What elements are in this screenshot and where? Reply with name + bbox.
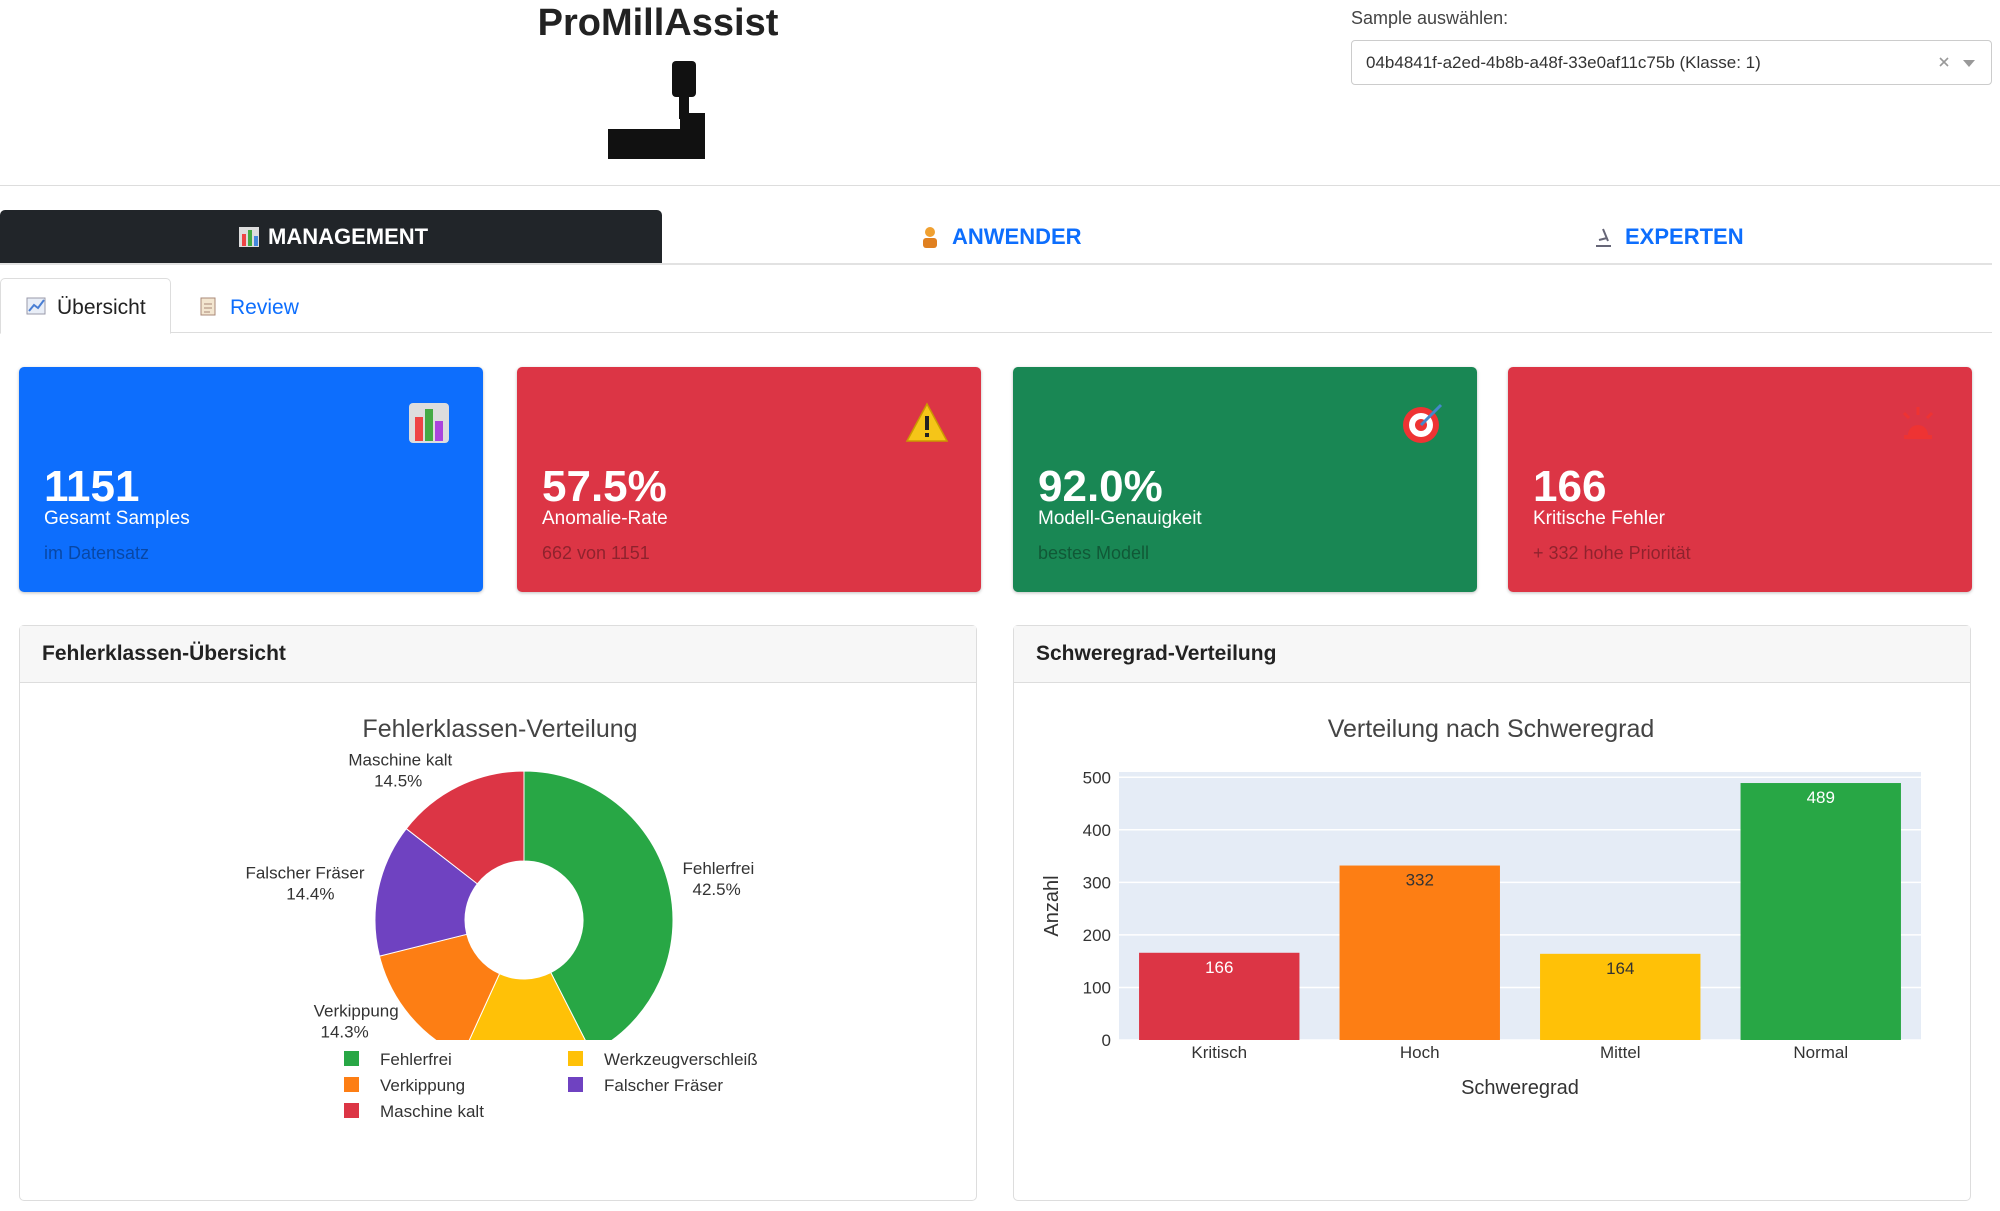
- subtab-label[interactable]: Übersicht: [57, 296, 146, 319]
- tab-icon: [239, 227, 259, 247]
- tab-underline: [0, 263, 1992, 265]
- chart-title: Verteilung nach Schweregrad: [1328, 715, 1655, 743]
- select-value: 04b4841f-a2ed-4b8b-a48f-33e0af11c75b (Kl…: [1366, 53, 1761, 72]
- kpi-label: Modell-Genauigkeit: [1038, 508, 1202, 529]
- kpi-card: 1151 Gesamt Samples im Datensatz: [19, 367, 483, 592]
- divider: [0, 185, 2000, 186]
- app-title: ProMillAssist: [537, 2, 779, 44]
- y-tick-label: 400: [1083, 821, 1111, 840]
- legend-label: Fehlerfrei: [380, 1050, 452, 1069]
- kpi-icon: [1403, 403, 1443, 443]
- legend-swatch: [568, 1077, 583, 1092]
- pie-label-value: 14.3%: [321, 1022, 369, 1041]
- kpi-value: 92.0%: [1038, 462, 1163, 511]
- kpi-note: 662 von 1151: [542, 543, 650, 563]
- bar-value-label: 166: [1205, 958, 1233, 977]
- tab-label[interactable]: EXPERTEN: [1625, 224, 1744, 249]
- x-tick-label: Kritisch: [1191, 1043, 1247, 1062]
- pie-slice: [523, 770, 674, 1040]
- bar-value-label: 332: [1406, 871, 1434, 890]
- kpi-label: Anomalie-Rate: [542, 508, 668, 529]
- pie-label-value: 14.4%: [286, 884, 334, 903]
- kpi-card: 166 Kritische Fehler + 332 hohe Prioritä…: [1508, 367, 1972, 592]
- legend-label: Maschine kalt: [380, 1102, 484, 1121]
- pie-label-name: Fehlerfrei: [682, 859, 754, 878]
- select-controls: [1939, 57, 1975, 67]
- subtab-active[interactable]: [0, 278, 171, 334]
- kpi-note: im Datensatz: [44, 543, 150, 563]
- kpi-icon: [409, 403, 449, 443]
- pie-label-value: 14.5%: [374, 772, 422, 791]
- kpi-value: 1151: [44, 462, 140, 511]
- subtab-label[interactable]: Review: [230, 296, 299, 319]
- y-tick-label: 500: [1083, 768, 1111, 787]
- x-axis-title: Schweregrad: [1461, 1077, 1579, 1099]
- sample-select[interactable]: 04b4841f-a2ed-4b8b-a48f-33e0af11c75b (Kl…: [1351, 40, 1992, 85]
- chart-title: Fehlerklassen-Verteilung: [362, 715, 637, 743]
- legend-swatch: [344, 1103, 359, 1118]
- kpi-card: 57.5% Anomalie-Rate 662 von 1151: [517, 367, 981, 592]
- tab-icon: [923, 227, 937, 248]
- bar: [1540, 953, 1701, 1040]
- legend-swatch: [568, 1051, 583, 1066]
- legend-swatch: [344, 1051, 359, 1066]
- kpi-label: Kritische Fehler: [1533, 508, 1665, 529]
- kpi-card: 92.0% Modell-Genauigkeit bestes Modell: [1013, 367, 1477, 592]
- kpi-value: 166: [1533, 462, 1607, 511]
- kpi-icon: [1902, 407, 1934, 439]
- y-tick-label: 200: [1083, 926, 1111, 945]
- pie-slice: [374, 827, 479, 957]
- bar: [1339, 865, 1500, 1040]
- tab-management[interactable]: [0, 210, 662, 264]
- tab-label[interactable]: MANAGEMENT: [268, 224, 429, 249]
- pie-label-name: Maschine kalt: [348, 751, 452, 770]
- pie-label-name: Verkippung: [314, 1001, 399, 1020]
- x-tick-label: Normal: [1793, 1043, 1848, 1062]
- tab-label[interactable]: ANWENDER: [952, 224, 1082, 249]
- panel: Fehlerklassen-Übersicht: [19, 625, 977, 1201]
- legend-label: Verkippung: [380, 1076, 465, 1095]
- y-tick-label: 100: [1083, 978, 1111, 997]
- bar: [1740, 783, 1901, 1040]
- y-tick-label: 300: [1083, 873, 1111, 892]
- kpi-icon: [905, 402, 949, 442]
- kpi-note: bestes Modell: [1038, 543, 1150, 563]
- legend-label: Werkzeugverschleiß: [604, 1050, 758, 1069]
- pie-slice: [468, 971, 586, 1040]
- subtab-underline: [171, 332, 1992, 333]
- pie-label-name: Falscher Fräser: [245, 863, 364, 882]
- bar-value-label: 489: [1807, 788, 1835, 807]
- legend-label: Falscher Fräser: [604, 1076, 723, 1095]
- bar: [1139, 952, 1300, 1040]
- select-label: Sample auswählen:: [1351, 8, 1509, 28]
- pie-slice: [378, 933, 501, 1040]
- kpi-label: Gesamt Samples: [44, 508, 190, 529]
- tab-icon: [1596, 228, 1611, 247]
- panel-title: Fehlerklassen-Übersicht: [20, 626, 976, 683]
- legend-swatch: [344, 1077, 359, 1092]
- panel-title: Schweregrad-Verteilung: [1014, 626, 1970, 683]
- subtab-icon: [26, 297, 46, 315]
- pie-slice: [405, 770, 525, 885]
- bar-value-label: 164: [1606, 959, 1634, 978]
- y-tick-label: 0: [1102, 1031, 1111, 1050]
- kpi-note: + 332 hohe Priorität: [1533, 543, 1691, 563]
- x-tick-label: Hoch: [1400, 1043, 1440, 1062]
- y-axis-title: Anzahl: [1041, 875, 1063, 936]
- pie-label-value: 42.5%: [692, 880, 740, 899]
- kpi-value: 57.5%: [542, 462, 667, 511]
- panel: Schweregrad-Verteilung: [1013, 625, 1971, 1201]
- logo: [608, 61, 705, 159]
- x-tick-label: Mittel: [1600, 1043, 1641, 1062]
- subtab-icon: [200, 297, 216, 316]
